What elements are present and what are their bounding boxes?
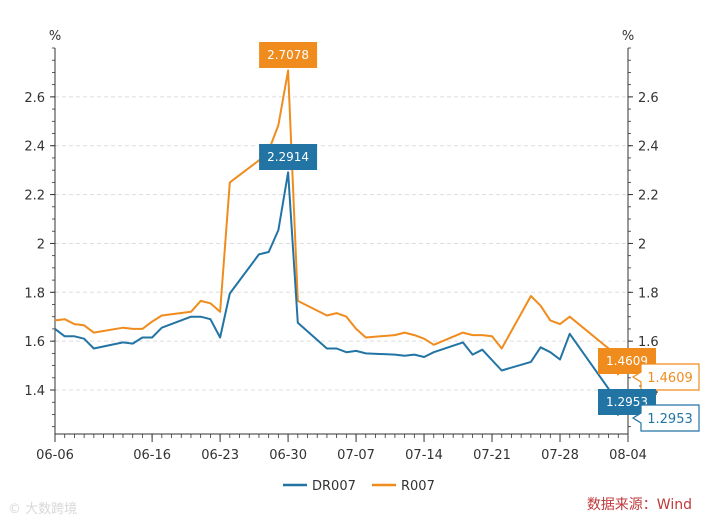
- y-tick-label-left: 2: [37, 237, 45, 252]
- callout-dr007-peak-box: [259, 144, 318, 170]
- series-lines: [54, 69, 620, 416]
- y-tick-label-left: 1.4: [24, 384, 45, 399]
- y-tick-label-left: 2.2: [24, 189, 45, 204]
- callout-dr007-last: 1.2953 1.2953: [598, 389, 700, 432]
- gridlines: [55, 96, 628, 391]
- legend-item-dr007: DR007: [283, 479, 356, 494]
- y-unit-left: %: [49, 29, 61, 44]
- y-tick-label-right: 1.8: [638, 286, 659, 301]
- y-tick-label-right: 2.6: [638, 91, 659, 106]
- x-tick-label: 07-07: [337, 448, 375, 463]
- callout-dr007-last-outline-text: 1.2953: [647, 412, 693, 427]
- callout-r007-peak-text: 2.7078: [267, 48, 309, 62]
- y-tick-label-left: 1.6: [24, 335, 45, 350]
- callout-r007-last-outline-text: 1.4609: [647, 371, 693, 386]
- x-tick-label: 06-30: [269, 448, 307, 463]
- x-tick-label: 06-06: [36, 448, 74, 463]
- y-tick-label-left: 2.6: [24, 91, 45, 106]
- x-tick-label: 06-16: [133, 448, 171, 463]
- y-tick-label-right: 2.4: [638, 140, 659, 155]
- legend-item-r007: R007: [372, 479, 435, 494]
- callout-dr007-peak: 2.2914: [259, 144, 318, 170]
- series-line-r007: [54, 69, 620, 376]
- x-tick-label: 08-04: [609, 448, 647, 463]
- callout-dr007-last-outline-box: [631, 404, 700, 432]
- x-tick-label: 06-23: [201, 448, 239, 463]
- x-tick-label: 07-21: [473, 448, 511, 463]
- y-tick-label-right: 2.2: [638, 189, 659, 204]
- y-unit-right: %: [622, 29, 634, 44]
- value-callouts: 2.7078 2.2914 1.4609 1.4609 1.2953 1.2953: [259, 42, 700, 432]
- legend-label: DR007: [312, 479, 356, 494]
- callout-r007-peak: 2.7078: [259, 42, 318, 68]
- x-tick-label: 07-14: [405, 448, 443, 463]
- callout-r007-last: 1.4609 1.4609: [598, 348, 700, 391]
- y-tick-label-right: 1.6: [638, 335, 659, 350]
- y-tick-label-left: 2.4: [24, 140, 45, 155]
- callout-r007-last-outline-box: [631, 363, 700, 391]
- axes: 1.41.41.61.61.81.8222.22.22.42.42.62.6%%…: [24, 29, 658, 463]
- series-line-dr007: [54, 171, 620, 416]
- callout-dr007-last-filled-text: 1.2953: [606, 395, 648, 409]
- x-tick-label: 07-28: [541, 448, 579, 463]
- callout-dr007-peak-text: 2.2914: [267, 150, 309, 164]
- watermark-text: © 大数跨境: [8, 502, 78, 517]
- y-tick-label-right: 2: [638, 237, 646, 252]
- source-note: 数据来源：Wind: [586, 497, 692, 513]
- callout-r007-last-filled-text: 1.4609: [606, 354, 648, 368]
- y-tick-label-left: 1.8: [24, 286, 45, 301]
- legend-label: R007: [401, 479, 435, 494]
- callout-r007-peak-box: [259, 42, 318, 68]
- legend: DR007 R007: [283, 479, 435, 494]
